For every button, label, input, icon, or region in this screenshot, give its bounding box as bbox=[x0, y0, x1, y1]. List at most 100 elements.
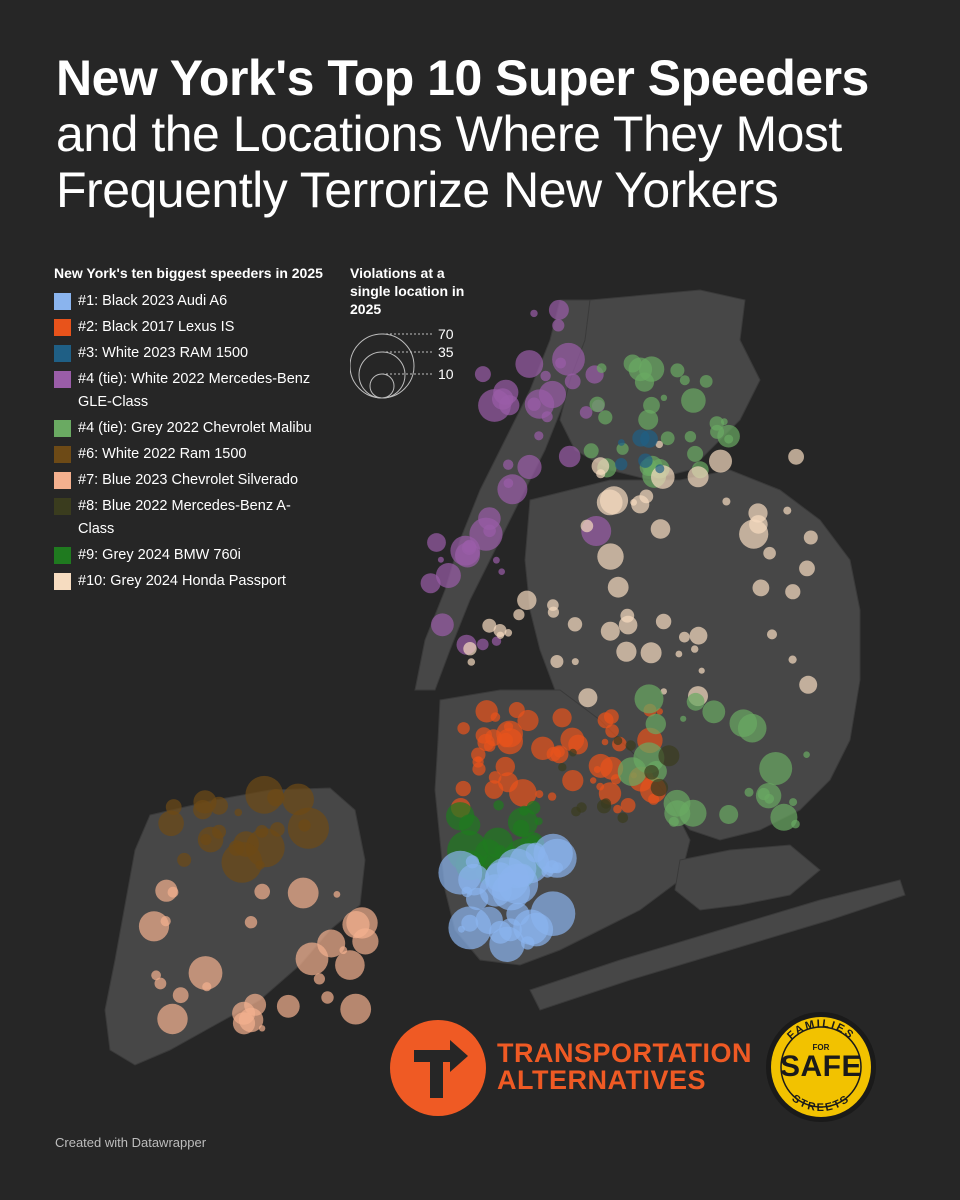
violation-dot bbox=[650, 778, 669, 797]
violation-dot bbox=[783, 506, 792, 515]
violation-dot bbox=[245, 775, 284, 814]
violation-dot bbox=[799, 675, 818, 694]
violation-dot bbox=[333, 891, 341, 898]
legend-swatch bbox=[54, 547, 71, 564]
violation-dot bbox=[591, 457, 610, 475]
violation-dot bbox=[482, 827, 513, 858]
violation-dot bbox=[509, 779, 537, 807]
violation-dot bbox=[623, 354, 642, 373]
violation-dot bbox=[491, 636, 502, 646]
violation-dot bbox=[698, 667, 705, 674]
violation-dot bbox=[547, 606, 560, 618]
violation-dot bbox=[151, 970, 162, 981]
violation-dot bbox=[579, 406, 593, 419]
violation-dot bbox=[530, 309, 538, 318]
violation-dot bbox=[287, 807, 329, 849]
violation-dot bbox=[675, 650, 683, 658]
legend-label: #9: Grey 2024 BMW 760i bbox=[78, 547, 241, 563]
violation-dot bbox=[670, 363, 685, 378]
violation-dot bbox=[634, 372, 655, 392]
violation-dot bbox=[571, 658, 579, 666]
violation-dot bbox=[596, 363, 607, 374]
violation-dot bbox=[475, 756, 482, 763]
violation-dot bbox=[679, 375, 690, 386]
violation-dot bbox=[638, 409, 659, 430]
violation-dot bbox=[497, 474, 528, 505]
legend-label: #6: White 2022 Ram 1500 bbox=[78, 446, 247, 462]
violation-dot bbox=[598, 410, 613, 425]
violation-dot bbox=[483, 524, 496, 538]
legend-swatch bbox=[54, 573, 71, 590]
ta-logo-text: TRANSPORTATION ALTERNATIVES bbox=[497, 1040, 752, 1094]
violation-dot bbox=[552, 862, 563, 874]
violation-dot bbox=[485, 729, 502, 746]
violation-dot bbox=[588, 753, 613, 778]
violation-dot bbox=[803, 751, 810, 758]
violation-dot bbox=[458, 863, 490, 896]
violation-dot bbox=[550, 655, 564, 668]
violation-dot bbox=[160, 916, 171, 927]
violation-dot bbox=[655, 440, 663, 449]
violation-dot bbox=[569, 748, 577, 757]
size-circle-35 bbox=[358, 351, 406, 399]
violation-dot bbox=[643, 396, 660, 414]
size-legend-circles: 70 35 10 bbox=[350, 326, 454, 399]
violation-dot bbox=[664, 800, 691, 827]
violation-dot bbox=[658, 745, 680, 767]
legend-label: #3: White 2023 RAM 1500 bbox=[78, 345, 249, 361]
violation-dot bbox=[342, 911, 370, 939]
violation-dot bbox=[799, 560, 815, 577]
violation-dot bbox=[686, 692, 705, 711]
violation-dot bbox=[702, 700, 726, 724]
legend-swatch bbox=[54, 319, 71, 336]
violation-dot bbox=[722, 497, 731, 506]
size-circle-10 bbox=[369, 373, 395, 399]
size-label-70: 70 bbox=[438, 326, 454, 342]
violation-dot bbox=[564, 373, 581, 390]
legend-list: #1: Black 2023 Audi A6 #2: Black 2017 Lex… bbox=[54, 290, 324, 593]
violation-dot bbox=[282, 783, 315, 816]
violation-dot bbox=[552, 319, 565, 332]
violation-dot bbox=[477, 638, 489, 651]
violation-dot bbox=[437, 556, 444, 563]
violation-dot bbox=[645, 713, 666, 735]
violation-dot bbox=[138, 911, 170, 942]
violation-dot bbox=[503, 722, 514, 732]
violation-dot bbox=[493, 379, 519, 405]
violation-dot bbox=[558, 763, 567, 772]
violation-dot bbox=[503, 459, 514, 470]
violation-dot bbox=[589, 396, 605, 412]
rockaway-peninsula bbox=[529, 879, 906, 1011]
violation-dot bbox=[517, 590, 537, 610]
violation-dot bbox=[616, 442, 629, 455]
violation-dot bbox=[604, 709, 619, 725]
ta-logo-line-1: TRANSPORTATION bbox=[497, 1038, 752, 1068]
violation-dot bbox=[158, 810, 184, 837]
violation-dot bbox=[493, 556, 500, 564]
title-line-1: New York's Top 10 Super Speeders bbox=[56, 50, 869, 106]
violation-dot bbox=[613, 804, 622, 814]
violation-dot bbox=[457, 722, 470, 735]
violation-dots bbox=[138, 299, 818, 1035]
legend-label: #1: Black 2023 Audi A6 bbox=[78, 293, 228, 309]
violation-dot bbox=[719, 805, 739, 824]
violation-dot bbox=[597, 543, 624, 570]
legend-label: #2: Black 2017 Lexus IS bbox=[78, 319, 235, 335]
jamaica-bay-land bbox=[674, 844, 821, 911]
violation-dot bbox=[767, 629, 777, 640]
legend-swatch bbox=[54, 420, 71, 437]
violation-dot bbox=[276, 994, 300, 1018]
violation-dot bbox=[580, 519, 594, 533]
violation-dot bbox=[634, 684, 664, 714]
violation-dot bbox=[724, 434, 734, 444]
size-circle-70 bbox=[350, 333, 415, 399]
violation-dot bbox=[617, 812, 629, 824]
violation-dot bbox=[699, 375, 713, 388]
title-line-2: and the Locations Where They Most bbox=[56, 106, 842, 162]
violation-dot bbox=[548, 299, 569, 320]
violation-dot bbox=[613, 736, 623, 746]
violation-dot bbox=[157, 1003, 188, 1035]
violation-dot bbox=[770, 803, 798, 831]
violation-dot bbox=[518, 805, 530, 816]
violation-dot bbox=[546, 746, 561, 762]
